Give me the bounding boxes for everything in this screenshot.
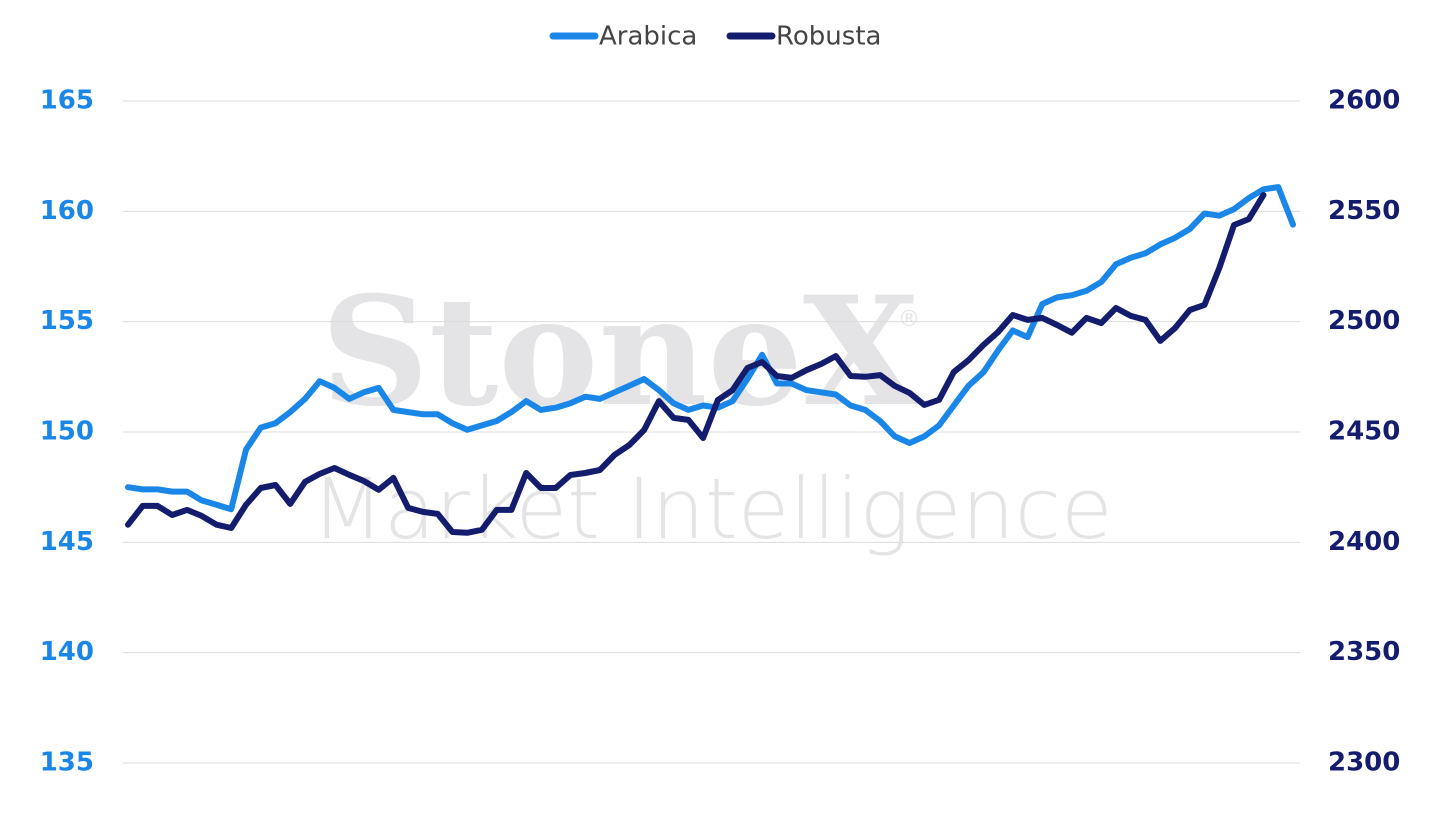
y2-tick-label: 2550 xyxy=(1328,196,1400,226)
y-tick-label: 165 xyxy=(40,86,94,116)
watermark-mark: ® xyxy=(898,307,920,332)
series-line xyxy=(125,184,1296,513)
watermark-title: StoneX xyxy=(321,264,920,440)
watermark-subtitle: Market Intelligence xyxy=(311,460,1112,558)
y-tick-label: 145 xyxy=(40,527,94,557)
y-tick-label: 140 xyxy=(40,637,94,667)
legend-label: Robusta xyxy=(776,22,881,52)
y-tick-label: 135 xyxy=(40,748,94,778)
y2-tick-label: 2400 xyxy=(1328,527,1400,557)
y2-tick-label: 2350 xyxy=(1328,637,1400,667)
y2-tick-label: 2600 xyxy=(1328,86,1400,116)
series-line xyxy=(125,192,1267,536)
y-tick-label: 150 xyxy=(40,417,94,447)
y2-tick-label: 2500 xyxy=(1328,306,1400,336)
watermark: StoneX ® Market Intelligence xyxy=(311,264,1112,558)
y-tick-label: 160 xyxy=(40,196,94,226)
y-tick-label: 155 xyxy=(40,306,94,336)
y2-tick-label: 2450 xyxy=(1328,417,1400,447)
y2-tick-label: 2300 xyxy=(1328,748,1400,778)
legend-label: Arabica xyxy=(599,22,697,52)
